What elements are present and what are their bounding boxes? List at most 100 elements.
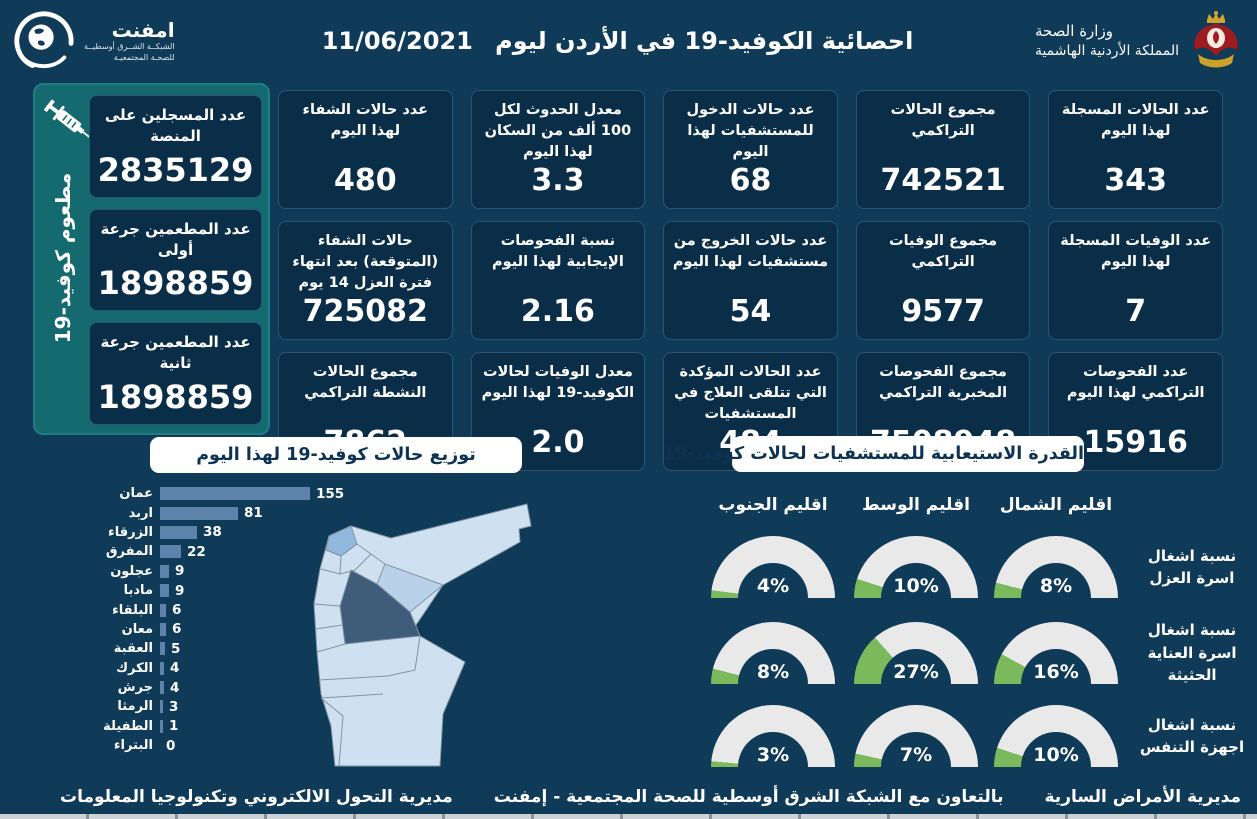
gauge-grid: اقليم الجنوب اقليم الوسط اقليم الشمال 4% 1… [700, 486, 1252, 776]
bar-row: عجلون 9 [88, 562, 378, 581]
map-country-shape [313, 503, 532, 767]
bar-row: معان 6 [88, 620, 378, 639]
stat-label: معدل الحدوث لكل 100 ألف من السكان لهذا ا… [484, 102, 632, 161]
stat-card: نسبة الفحوصات الإيجابية لهذا اليوم 2.16 [470, 221, 646, 341]
bar-value: 9 [175, 563, 185, 580]
bar-category-label: اربد [128, 505, 153, 521]
stat-value: 15916 [1083, 425, 1188, 461]
gauge: 27% [854, 622, 978, 684]
stat-value: 343 [1104, 163, 1168, 199]
bar-value: 22 [187, 543, 206, 560]
bar-value: 38 [203, 524, 222, 541]
bar-chart-title: توزيع حالات كوفيد-19 لهذا اليوم [150, 437, 522, 473]
bar-chart: عمان 155 اربد 81 الزرقاء 38 المفرق 22 عج… [88, 484, 378, 755]
stat-value: 725082 [302, 294, 428, 330]
stat-label: مجموع الحالات النشطة التراكمي [304, 364, 427, 402]
vaccination-cards: عدد المسجلين على المنصة 2835129 عدد المط… [89, 95, 262, 426]
stat-card: عدد حالات الشفاء لهذا اليوم 480 [278, 90, 453, 210]
gauge-value: 8% [756, 661, 790, 683]
bar [160, 642, 165, 656]
emphnet-logo: امفنت الشبكــة الشــرق أوسطيــة للصحـة ا… [12, 9, 252, 73]
footer-left: مديرية التحول الالكتروني وتكنولوجيا المع… [60, 787, 453, 807]
bar-row: جرش 4 [88, 678, 378, 697]
bar [160, 661, 164, 675]
vaccination-card: عدد المطعمين جرعة أولى 1898859 [89, 208, 262, 312]
bar-row: عمان 155 [88, 484, 378, 503]
bar [160, 545, 181, 559]
bar [160, 487, 310, 501]
gauge: 3% [711, 705, 835, 767]
emphnet-name: امفنت [111, 18, 175, 43]
gauge: 10% [854, 536, 978, 598]
gauge-section-title: القدرة الاستيعابية للمستشفيات لحالات كوف… [663, 436, 1084, 472]
stat-value: 2.0 [531, 425, 585, 461]
stat-value: 54 [729, 294, 772, 330]
emphnet-globe-icon [14, 11, 74, 71]
bar [160, 506, 238, 520]
gauge-row-label: نسبة اشغال اسرة العزل [1147, 546, 1237, 588]
bar-value: 9 [175, 582, 185, 599]
map-inner-borders [313, 543, 421, 767]
bar-category-label: البلقاء [112, 602, 153, 618]
report-date: 11/06/2021 [321, 27, 473, 55]
stat-value: 1898859 [97, 264, 254, 303]
stat-label: عدد المسجلين على المنصة [104, 106, 247, 145]
bar-row: المفرق 22 [88, 542, 378, 561]
bar-category-label: جرش [117, 680, 153, 696]
bar-category-label: البتراء [113, 738, 153, 754]
bar-row: البتراء 0 [88, 736, 378, 755]
bar-row: العقبة 5 [88, 639, 378, 658]
vaccination-card: عدد المطعمين جرعة ثانية 1898859 [89, 322, 262, 426]
footer-right: مديرية الأمراض السارية [1044, 787, 1242, 807]
bar-value: 6 [172, 602, 182, 619]
stat-label: عدد الحالات المؤكدة التي تتلقى العلاج في… [674, 364, 827, 423]
bar-row: البلقاء 6 [88, 600, 378, 619]
bar-value: 4 [170, 679, 180, 696]
stat-label: عدد الفحوصات التراكمي لهذا اليوم [1066, 364, 1205, 402]
bar-row: الزرقاء 38 [88, 523, 378, 542]
gauge-value: 4% [756, 575, 790, 597]
bar-category-label: العقبة [113, 641, 153, 657]
stat-label: حالات الشفاء (المتوقعة) بعد انتهاء فترة … [292, 233, 439, 292]
emphnet-subtitle-1: الشبكــة الشــرق أوسطيــة [84, 42, 175, 52]
stat-card: حالات الشفاء (المتوقعة) بعد انتهاء فترة … [278, 221, 453, 341]
footer-center: بالتعاون مع الشبكة الشرق أوسطية للصحة ال… [493, 787, 1004, 807]
bar-category-label: معان [121, 621, 153, 637]
bar-category-label: الطفيلة [103, 718, 153, 734]
gauge: 16% [994, 622, 1118, 684]
page-title: احصائية الكوفيد-19 في الأردن ليوم [495, 27, 914, 55]
stat-label: عدد حالات الدخول للمستشفيات لهذا اليوم [686, 102, 815, 161]
stat-value: 68 [729, 163, 772, 199]
gauge-row-label: نسبة اشغال اجهزة التنفس [1139, 715, 1245, 757]
bar-value: 5 [171, 640, 181, 657]
bar-row: الرمثا 3 [88, 697, 378, 716]
bar-category-label: مادبا [123, 583, 153, 599]
stat-label: مجموع الوفيات التراكمي [889, 233, 998, 271]
stat-label: عدد حالات الخروج من مستشفيات لهذا اليوم [672, 233, 829, 271]
vaccination-card: عدد المسجلين على المنصة 2835129 [89, 95, 262, 198]
gauge: 7% [854, 705, 978, 767]
emphnet-subtitle-2: للصحـة المجتمعيـة [113, 53, 175, 62]
bar [160, 622, 166, 636]
gauge-value: 3% [756, 744, 790, 766]
stat-value: 9577 [901, 294, 985, 330]
ministry-block: وزارة الصحة المملكة الأردنية الهاشمية [983, 10, 1243, 72]
bar-value: 1 [169, 718, 179, 735]
bar [160, 700, 163, 714]
bar-category-label: الرمثا [117, 699, 153, 715]
stat-label: مجموع الفحوصات المخبرية التراكمي [879, 364, 1008, 402]
bar [160, 719, 163, 733]
bar-value: 4 [170, 660, 180, 677]
stat-card: عدد حالات الدخول للمستشفيات لهذا اليوم 6… [663, 90, 838, 210]
region-header: اقليم الشمال [999, 495, 1113, 515]
bar-value: 3 [169, 698, 179, 715]
bar-row: الكرك 4 [88, 659, 378, 678]
bar-category-label: عجلون [110, 563, 153, 579]
gauge-value: 10% [1033, 744, 1079, 766]
stat-card: عدد الحالات المسجلة لهذا اليوم 343 [1048, 90, 1223, 210]
stat-value: 3.3 [531, 163, 585, 199]
stat-card: عدد حالات الخروج من مستشفيات لهذا اليوم … [663, 221, 838, 341]
bar [160, 564, 169, 578]
stat-card: مجموع الوفيات التراكمي 9577 [855, 221, 1031, 341]
